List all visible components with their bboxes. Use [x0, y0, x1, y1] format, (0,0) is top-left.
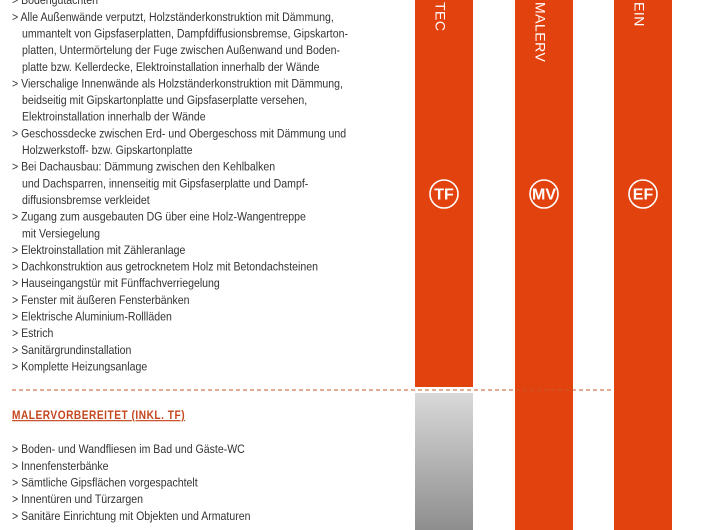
- badge-label: TF: [434, 187, 454, 204]
- list-item: > Sanitäre Einrichtung mit Objekten und …: [12, 510, 250, 523]
- badge-label: EF: [633, 187, 654, 204]
- column-label: MALERV: [532, 2, 548, 62]
- list-item: > Vierschalige Innenwände als Holzstände…: [12, 78, 343, 91]
- list-item: platte bzw. Kellerdecke, Elektroinstalla…: [22, 61, 319, 74]
- badge-circle: [429, 179, 459, 209]
- column-label: EIN: [631, 2, 647, 27]
- list-item: > Sämtliche Gipsflächen vorgespachtelt: [12, 477, 198, 490]
- badge-label: MV: [532, 187, 556, 204]
- badge-circle: [628, 179, 658, 209]
- list-item: > Estrich: [12, 328, 53, 341]
- list-item: beidseitig mit Gipskartonplatte und Gips…: [22, 95, 307, 108]
- list-item: > Bodengutachten: [12, 0, 98, 7]
- list-item: > Innentüren und Türzargen: [12, 494, 143, 507]
- list-item: > Fenster mit äußeren Fensterbänken: [12, 294, 189, 307]
- badge-circle: [529, 179, 559, 209]
- list-item: > Geschossdecke zwischen Erd- und Oberge…: [12, 128, 346, 141]
- list-item: > Sanitärgrundinstallation: [12, 344, 131, 357]
- list-item: mit Versiegelung: [22, 228, 100, 241]
- list-item: diffusionsbremse verkleidet: [22, 194, 150, 207]
- list-item: > Boden- und Wandfliesen im Bad und Gäst…: [12, 444, 245, 457]
- list-item: > Dachkonstruktion aus getrocknetem Holz…: [12, 261, 318, 274]
- list-item: platten, Untermörtelung der Fuge zwische…: [22, 45, 340, 58]
- list-item: > Innenfensterbänke: [12, 460, 109, 473]
- column-label: TEC: [432, 2, 448, 32]
- column-bar: [415, 393, 473, 530]
- list-item: Elektroinstallation innerhalb der Wände: [22, 111, 206, 124]
- column-bar: [415, 0, 473, 387]
- list-item: Holzwerkstoff- bzw. Gipskartonplatte: [22, 144, 193, 157]
- list-item: > Elektroinstallation mit Zähleranlage: [12, 244, 185, 257]
- list-item: > Elektrische Aluminium-Rollläden: [12, 311, 172, 324]
- column-bar: [614, 0, 672, 530]
- section-title: MALERVORBEREITET (INKL. TF): [12, 409, 185, 422]
- column-bar: [515, 0, 573, 530]
- list-item: > Zugang zum ausgebauten DG über eine Ho…: [12, 211, 306, 224]
- list-item: > Alle Außenwände verputzt, Holzständerk…: [12, 11, 334, 24]
- list-item: > Hauseingangstür mit Fünffachverriegelu…: [12, 278, 220, 291]
- list-item: > Bei Dachausbau: Dämmung zwischen den K…: [12, 161, 275, 174]
- list-item: > Komplette Heizungsanlage: [12, 361, 147, 374]
- list-item: und Dachsparren, innenseitig mit Gipsfas…: [22, 178, 309, 191]
- list-item: ummantelt von Gipsfaserplatten, Dampfdif…: [22, 28, 348, 41]
